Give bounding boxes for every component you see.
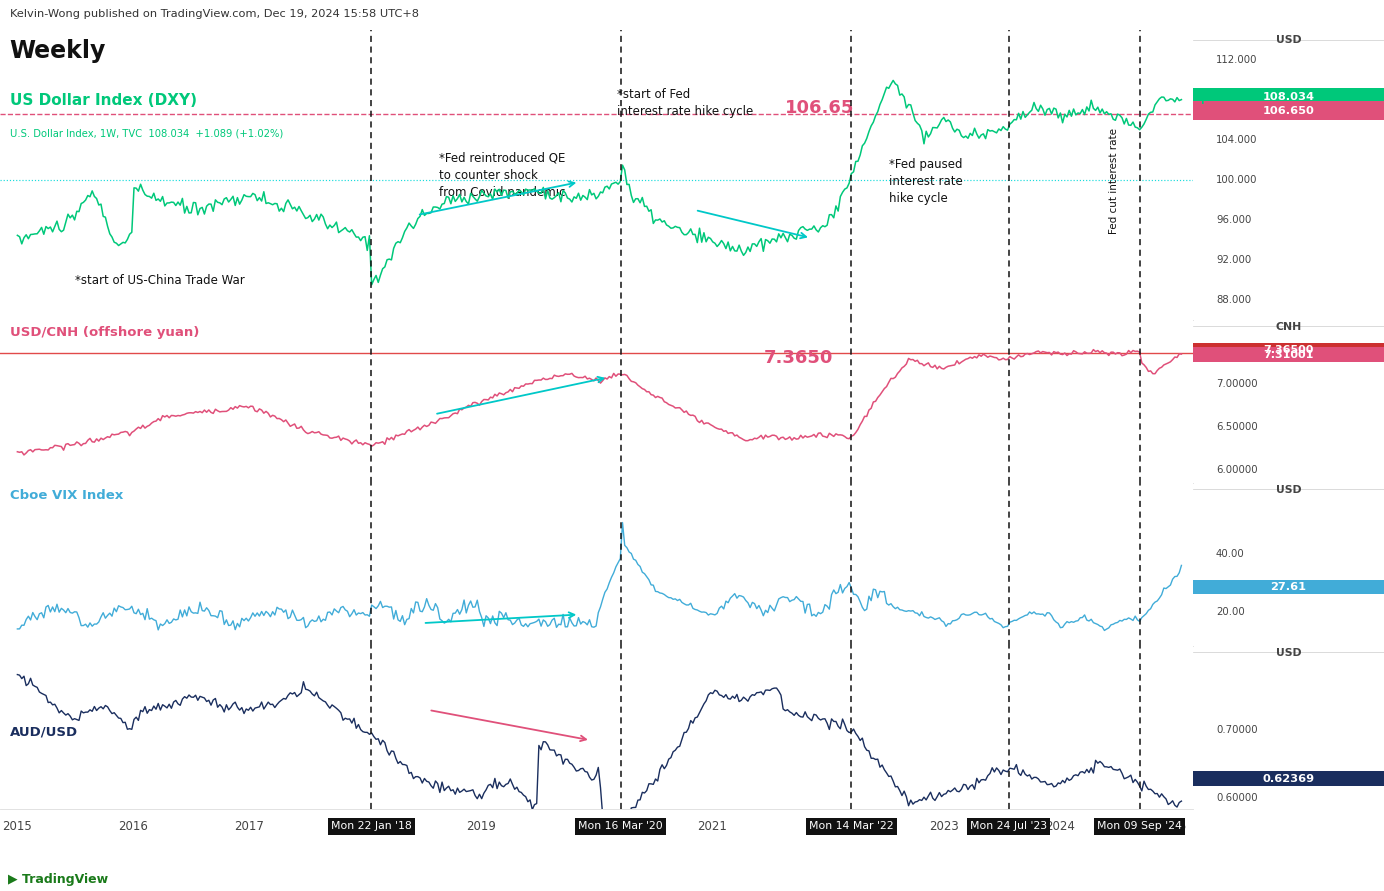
Text: USD/CNH (offshore yuan): USD/CNH (offshore yuan): [10, 326, 199, 339]
Text: 2015: 2015: [3, 820, 32, 833]
Text: 100.000: 100.000: [1217, 175, 1258, 185]
Text: Fed cut interest rate: Fed cut interest rate: [1109, 128, 1120, 233]
Text: USD: USD: [1276, 486, 1301, 495]
Text: Mon 22 Jan '18: Mon 22 Jan '18: [331, 822, 412, 831]
Text: *start of Fed
interest rate hike cycle: *start of Fed interest rate hike cycle: [617, 88, 753, 119]
Bar: [1193, 772, 1384, 786]
Text: 104.000: 104.000: [1217, 135, 1258, 145]
Text: US Dollar Index (DXY): US Dollar Index (DXY): [10, 93, 197, 108]
Text: 6.00000: 6.00000: [1217, 465, 1258, 475]
Text: 2024: 2024: [1045, 820, 1075, 833]
Text: 108.034: 108.034: [1262, 92, 1315, 102]
Text: 106.650: 106.650: [1262, 106, 1315, 116]
Text: USD: USD: [1276, 649, 1301, 658]
Text: Kelvin-Wong published on TradingView.com, Dec 19, 2024 15:58 UTC+8: Kelvin-Wong published on TradingView.com…: [10, 9, 418, 19]
Text: 92.000: 92.000: [1217, 255, 1251, 265]
Text: 106.65: 106.65: [785, 100, 854, 118]
Bar: [1193, 347, 1384, 362]
Bar: [1193, 343, 1384, 357]
Text: 2016: 2016: [118, 820, 148, 833]
Text: 7.00000: 7.00000: [1217, 380, 1258, 389]
Bar: [1193, 102, 1384, 120]
Text: Mon 14 Mar '22: Mon 14 Mar '22: [810, 822, 894, 831]
Text: 40.00: 40.00: [1217, 550, 1244, 560]
Text: +: +: [1197, 93, 1208, 107]
Text: 96.000: 96.000: [1217, 215, 1251, 225]
Text: Mon 16 Mar '20: Mon 16 Mar '20: [579, 822, 663, 831]
Text: 0.62369: 0.62369: [1262, 773, 1315, 784]
Text: Mon 24 Jul '23: Mon 24 Jul '23: [970, 822, 1048, 831]
Text: 20.00: 20.00: [1217, 607, 1244, 617]
Text: 2023: 2023: [929, 820, 959, 833]
Text: 27.61: 27.61: [1271, 582, 1306, 592]
Text: *start of US-China Trade War: *start of US-China Trade War: [75, 274, 245, 287]
Text: 0.70000: 0.70000: [1217, 725, 1258, 735]
Text: -: -: [1197, 104, 1204, 123]
Text: 7.31001: 7.31001: [1264, 349, 1313, 360]
Text: 2017: 2017: [234, 820, 264, 833]
Text: Cboe VIX Index: Cboe VIX Index: [10, 489, 123, 503]
Text: 2021: 2021: [698, 820, 727, 833]
Text: 2019: 2019: [466, 820, 495, 833]
Text: Weekly: Weekly: [10, 39, 107, 63]
Text: 7.36500: 7.36500: [1217, 347, 1258, 358]
Text: Mon 09 Sep '24: Mon 09 Sep '24: [1098, 822, 1182, 831]
Text: 0.60000: 0.60000: [1217, 793, 1258, 803]
Text: ▶ TradingView: ▶ TradingView: [8, 872, 108, 886]
Text: AUD/USD: AUD/USD: [10, 725, 78, 739]
Bar: [1193, 87, 1384, 106]
Text: 5: 5: [1178, 820, 1185, 833]
Text: 108.000: 108.000: [1217, 95, 1258, 105]
Text: USD: USD: [1276, 35, 1301, 45]
Text: 88.000: 88.000: [1217, 295, 1251, 305]
Text: CNH: CNH: [1276, 323, 1301, 332]
Text: 6.50000: 6.50000: [1217, 422, 1258, 432]
Text: 112.000: 112.000: [1217, 55, 1258, 65]
Text: *Fed reintroduced QE
to counter shock
from Covid pandemic: *Fed reintroduced QE to counter shock fr…: [439, 151, 566, 199]
Text: 7.36500: 7.36500: [1264, 345, 1313, 355]
Text: 7.3650: 7.3650: [764, 349, 833, 367]
Text: U.S. Dollar Index, 1W, TVC  108.034  +1.089 (+1.02%): U.S. Dollar Index, 1W, TVC 108.034 +1.08…: [10, 128, 282, 139]
Text: *Fed paused
interest rate
hike cycle: *Fed paused interest rate hike cycle: [889, 158, 962, 205]
Bar: [1193, 580, 1384, 594]
